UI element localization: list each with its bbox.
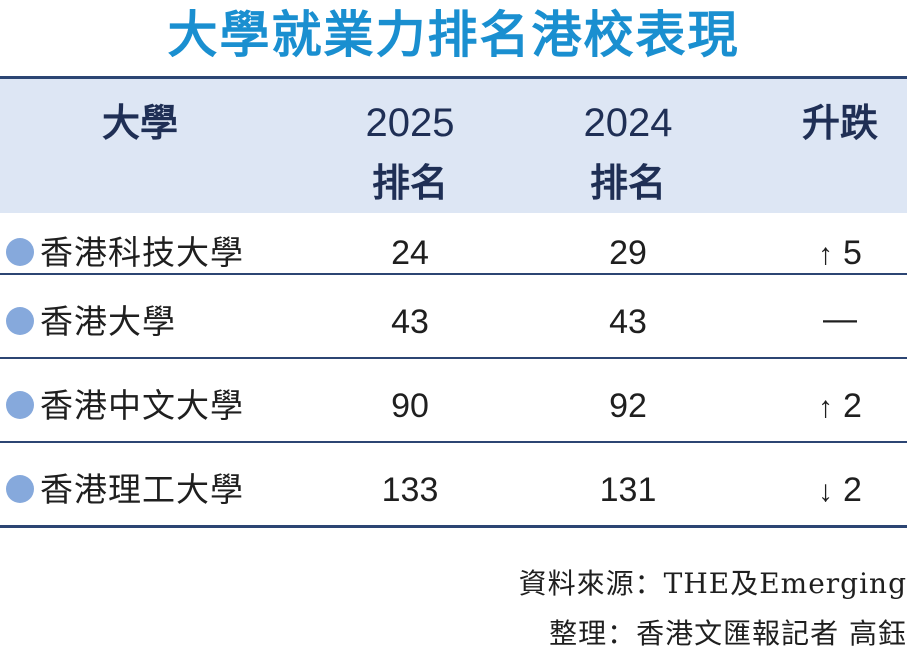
rank-2025: 43 bbox=[391, 303, 429, 341]
rank-change: ↑ 2 bbox=[780, 386, 900, 428]
rank-change: ↑ 5 bbox=[780, 233, 900, 275]
rank-2025: 24 bbox=[391, 234, 429, 272]
credit-note: 整理：香港文匯報記者 高鈺 bbox=[549, 617, 907, 649]
header-rank-2024-year: 2024 bbox=[583, 101, 673, 145]
bullet-icon bbox=[6, 391, 34, 419]
bullet-icon bbox=[6, 238, 34, 266]
rank-change-value: 2 bbox=[843, 471, 862, 509]
rank-2024: 29 bbox=[609, 234, 647, 272]
row-divider bbox=[0, 273, 907, 275]
header-change: 升跌 bbox=[760, 79, 907, 213]
rank-2024: 43 bbox=[609, 303, 647, 341]
rank-change-value: 5 bbox=[843, 234, 862, 272]
rank-change-value: — bbox=[823, 300, 857, 338]
table-row: 香港理工大學 133 131 ↓ 2 bbox=[0, 443, 907, 527]
row-divider bbox=[0, 357, 907, 359]
rank-change: — bbox=[780, 299, 900, 339]
header-university-label: 大學 bbox=[101, 101, 178, 145]
header-rank-2024-label: 排名 bbox=[589, 161, 666, 205]
rank-2024: 131 bbox=[599, 471, 657, 509]
bullet-icon bbox=[6, 475, 34, 503]
university-name: 香港大學 bbox=[40, 302, 176, 341]
bullet-icon bbox=[6, 307, 34, 335]
header-rank-2024: 2024 排名 bbox=[548, 79, 708, 213]
header-rank-2025: 2025 排名 bbox=[330, 79, 490, 213]
table-top-rule bbox=[0, 76, 907, 79]
university-name: 香港理工大學 bbox=[40, 470, 244, 509]
rank-2025: 133 bbox=[381, 471, 439, 509]
table-header: 大學 2025 排名 2024 排名 升跌 bbox=[0, 79, 907, 213]
header-rank-2025-label: 排名 bbox=[371, 161, 448, 205]
rank-2025: 90 bbox=[391, 387, 429, 425]
up-arrow-icon: ↑ bbox=[818, 391, 834, 424]
row-divider bbox=[0, 441, 907, 443]
table-row: 香港科技大學 24 29 ↑ 5 bbox=[0, 213, 907, 297]
university-name: 香港中文大學 bbox=[40, 386, 244, 425]
rank-change-value: 2 bbox=[843, 387, 862, 425]
header-university: 大學 bbox=[60, 79, 220, 213]
down-arrow-icon: ↓ bbox=[818, 475, 834, 508]
up-arrow-icon: ↑ bbox=[818, 238, 834, 271]
source-note: 資料來源：THE及Emerging bbox=[518, 567, 907, 600]
header-rank-2025-year: 2025 bbox=[365, 101, 455, 145]
university-name: 香港科技大學 bbox=[40, 233, 244, 272]
page-title: 大學就業力排名港校表現 bbox=[167, 6, 740, 64]
table-bottom-rule bbox=[0, 525, 907, 528]
table-row: 香港大學 43 43 — bbox=[0, 275, 907, 359]
rank-2024: 92 bbox=[609, 387, 647, 425]
rank-change: ↓ 2 bbox=[780, 470, 900, 512]
table-row: 香港中文大學 90 92 ↑ 2 bbox=[0, 359, 907, 443]
header-change-label: 升跌 bbox=[801, 101, 878, 145]
